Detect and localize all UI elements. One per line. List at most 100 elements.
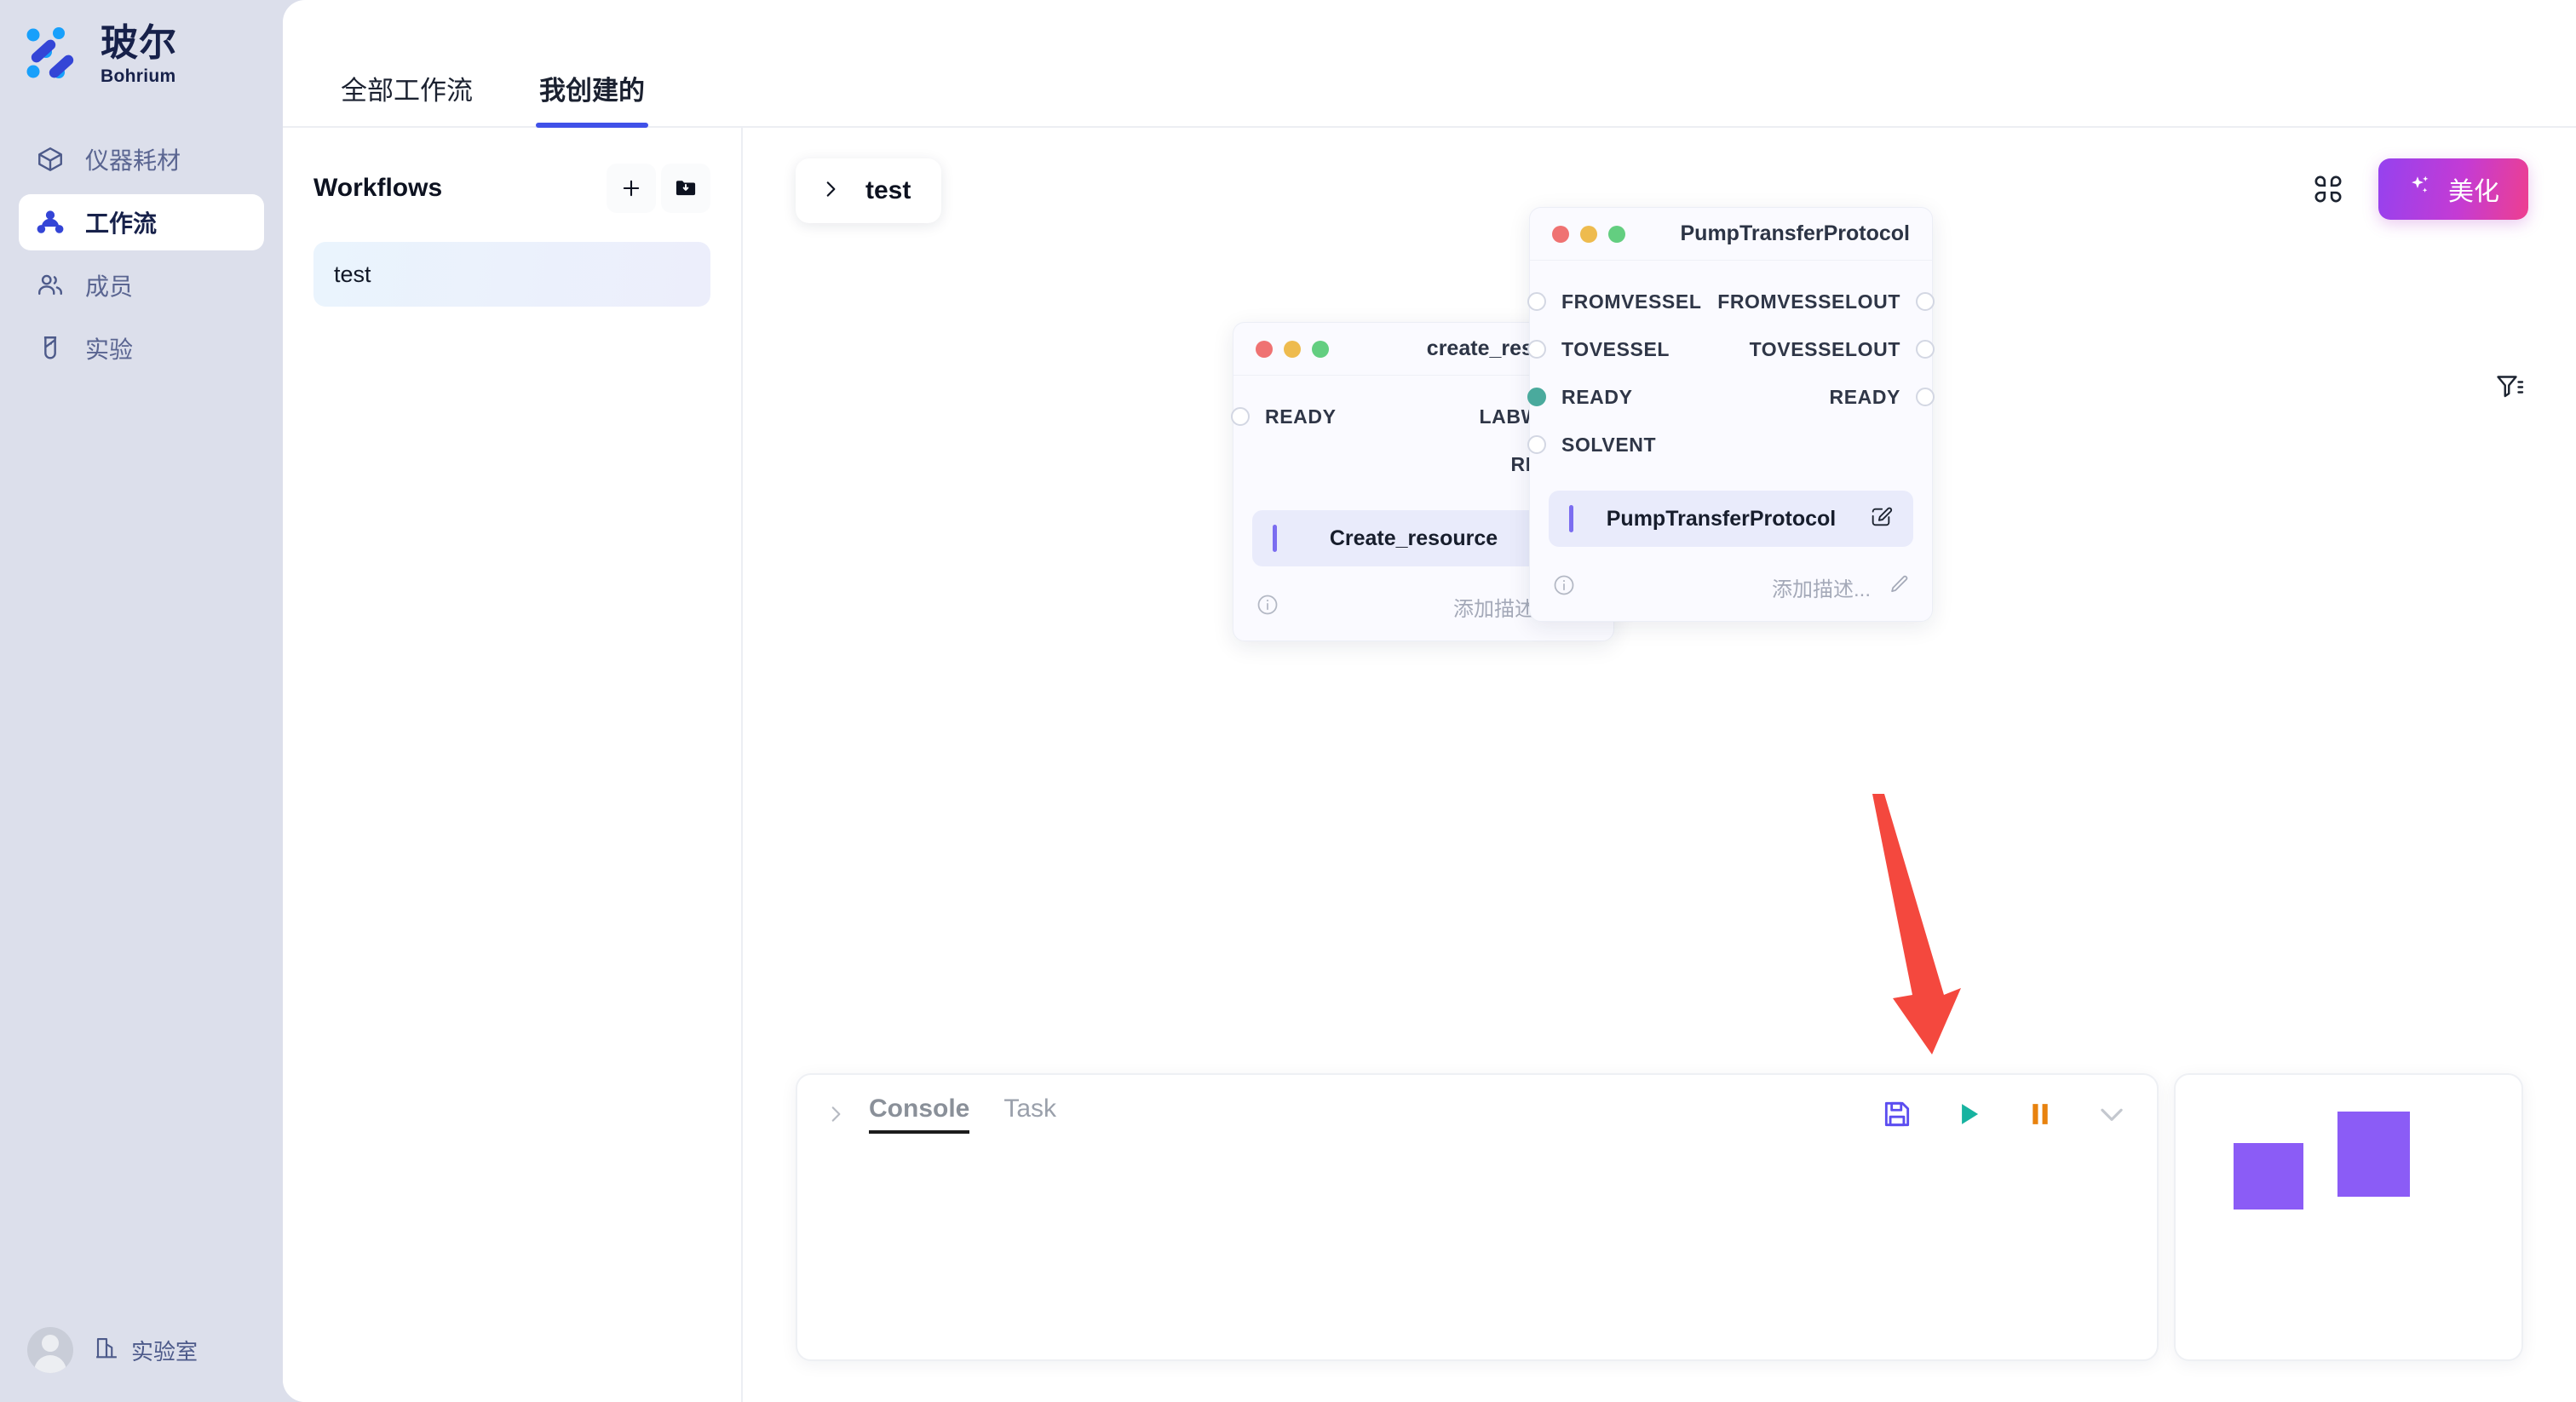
chevron-down-icon[interactable] [2096,1098,2128,1130]
sidebar-item-label: 工作流 [85,210,158,237]
close-dot-icon[interactable] [1552,225,1569,243]
play-icon[interactable] [1952,1098,1985,1130]
node-output-pin[interactable]: READY [1829,385,1935,409]
brand[interactable]: 玻尔 Bohrium [0,0,283,85]
sidebar-item-members[interactable]: 成员 [19,257,264,313]
workflow-canvas[interactable]: test [743,128,2576,1402]
sidebar-item-label: 实验 [85,336,134,363]
test-tube-icon [34,332,66,365]
node-header[interactable]: PumpTransferProtocol [1530,208,1932,261]
sidebar: 玻尔 Bohrium 仪器耗材 [0,0,283,1402]
sparkles-icon [2407,173,2433,205]
port-label: FROMVESSELOUT [1717,290,1900,313]
tab-console[interactable]: Console [869,1095,970,1134]
close-dot-icon[interactable] [1256,340,1273,358]
window-dots [1552,225,1625,243]
chip-label: Create_resource [1329,526,1498,550]
input-port-icon[interactable] [1527,340,1546,359]
canvas-minimap[interactable] [2174,1073,2523,1361]
chip-label: PumpTransferProtocol [1606,506,1837,531]
port-label: TOVESSEL [1561,337,1670,360]
workflow-item-label: test [334,261,371,287]
main-shell: 全部工作流 我创建的 Workflows [283,0,2576,1402]
edit-square-icon[interactable] [1869,505,1893,533]
input-port-icon[interactable] [1527,388,1546,406]
workflows-actions [607,164,710,213]
body-row: Workflows [283,128,2576,1402]
workflows-list: test [313,242,710,307]
input-port-icon[interactable] [1527,435,1546,454]
minimize-dot-icon[interactable] [1580,225,1597,243]
breadcrumb[interactable]: test [796,158,942,223]
node-footer: 添加描述... [1530,547,1932,621]
tab-task[interactable]: Task [1003,1095,1057,1123]
grid-apps-icon[interactable] [2309,170,2348,209]
workflow-tabs: 全部工作流 我创建的 [283,0,2576,128]
window-dots [1256,340,1329,358]
minimap-node [2234,1143,2303,1210]
input-port-icon[interactable] [1231,407,1250,426]
node-input-pin[interactable]: TOVESSEL [1527,337,1670,361]
output-port-icon[interactable] [1916,292,1935,311]
port-label: TOVESSELOUT [1749,337,1900,360]
lab-switcher[interactable]: 实验室 [94,1335,198,1366]
workflow-icon [34,206,66,238]
info-circle-icon[interactable] [1552,573,1576,601]
lab-label: 实验室 [131,1338,198,1365]
filter-icon[interactable] [2494,371,2525,405]
workflow-node[interactable]: PumpTransferProtocol FROMVESSEL FROMVESS… [1527,207,1935,622]
output-port-icon[interactable] [1916,340,1935,359]
minimize-dot-icon[interactable] [1284,340,1301,358]
port-label: READY [1829,385,1900,408]
add-workflow-button[interactable] [607,164,656,213]
node-port-row: SOLVENT [1527,421,1932,468]
input-port-icon[interactable] [1527,292,1546,311]
port-label: READY [1561,385,1633,408]
list-item[interactable]: test [313,242,710,307]
port-label: SOLVENT [1561,433,1657,456]
node-input-pin[interactable]: READY [1527,385,1633,409]
workflows-title: Workflows [313,174,443,202]
user-avatar-icon[interactable] [27,1327,73,1373]
canvas-toolbar: 美化 [2309,158,2528,220]
node-input-pin[interactable]: READY [1231,405,1337,428]
sidebar-item-experiment[interactable]: 实验 [19,320,264,376]
node-description[interactable]: 添加描述... [1772,572,1910,602]
node-action-chip[interactable]: PumpTransferProtocol [1549,491,1913,547]
node-title: PumpTransferProtocol [1680,221,1911,245]
breadcrumb-label: test [865,176,911,204]
sidebar-item-workflow[interactable]: 工作流 [19,194,264,250]
sidebar-nav: 仪器耗材 工作流 [0,131,283,376]
pause-icon[interactable] [2024,1098,2056,1130]
pencil-icon[interactable] [1888,573,1910,601]
node-body: FROMVESSEL FROMVESSELOUT TOVESSEL [1527,261,1935,621]
sidebar-footer: 实验室 [0,1327,283,1373]
output-port-icon[interactable] [1916,388,1935,406]
tab-my-created[interactable]: 我创建的 [536,69,648,128]
console-toolbar: Console Task [797,1075,2157,1153]
maximize-dot-icon[interactable] [1608,225,1625,243]
tab-all-workflows[interactable]: 全部工作流 [341,76,473,106]
console-expand-icon[interactable] [825,1103,847,1125]
chevron-right-icon [819,178,842,204]
node-input-pin[interactable]: SOLVENT [1527,433,1657,457]
save-icon[interactable] [1881,1098,1913,1130]
workflows-header: Workflows [313,164,710,213]
sidebar-item-instruments[interactable]: 仪器耗材 [19,131,264,187]
beautify-label: 美化 [2448,178,2499,206]
node-output-pin[interactable]: TOVESSELOUT [1749,337,1935,361]
node-output-pin[interactable]: FROMVESSELOUT [1717,290,1935,313]
info-circle-icon[interactable] [1256,593,1279,621]
node-port-row: FROMVESSEL FROMVESSELOUT [1527,278,1935,325]
node-description-placeholder: 添加描述... [1771,578,1871,601]
import-workflow-button[interactable] [661,164,710,213]
brand-name-cn: 玻尔 [101,21,177,64]
chip-accent-bar [1569,505,1573,532]
bohrium-logo-icon [24,24,85,85]
node-input-pin[interactable]: FROMVESSEL [1527,290,1701,313]
maximize-dot-icon[interactable] [1312,340,1329,358]
node-port-row: TOVESSEL TOVESSELOUT [1527,325,1935,373]
node-port-row: READY READY [1527,373,1935,421]
beautify-button[interactable]: 美化 [2378,158,2528,220]
